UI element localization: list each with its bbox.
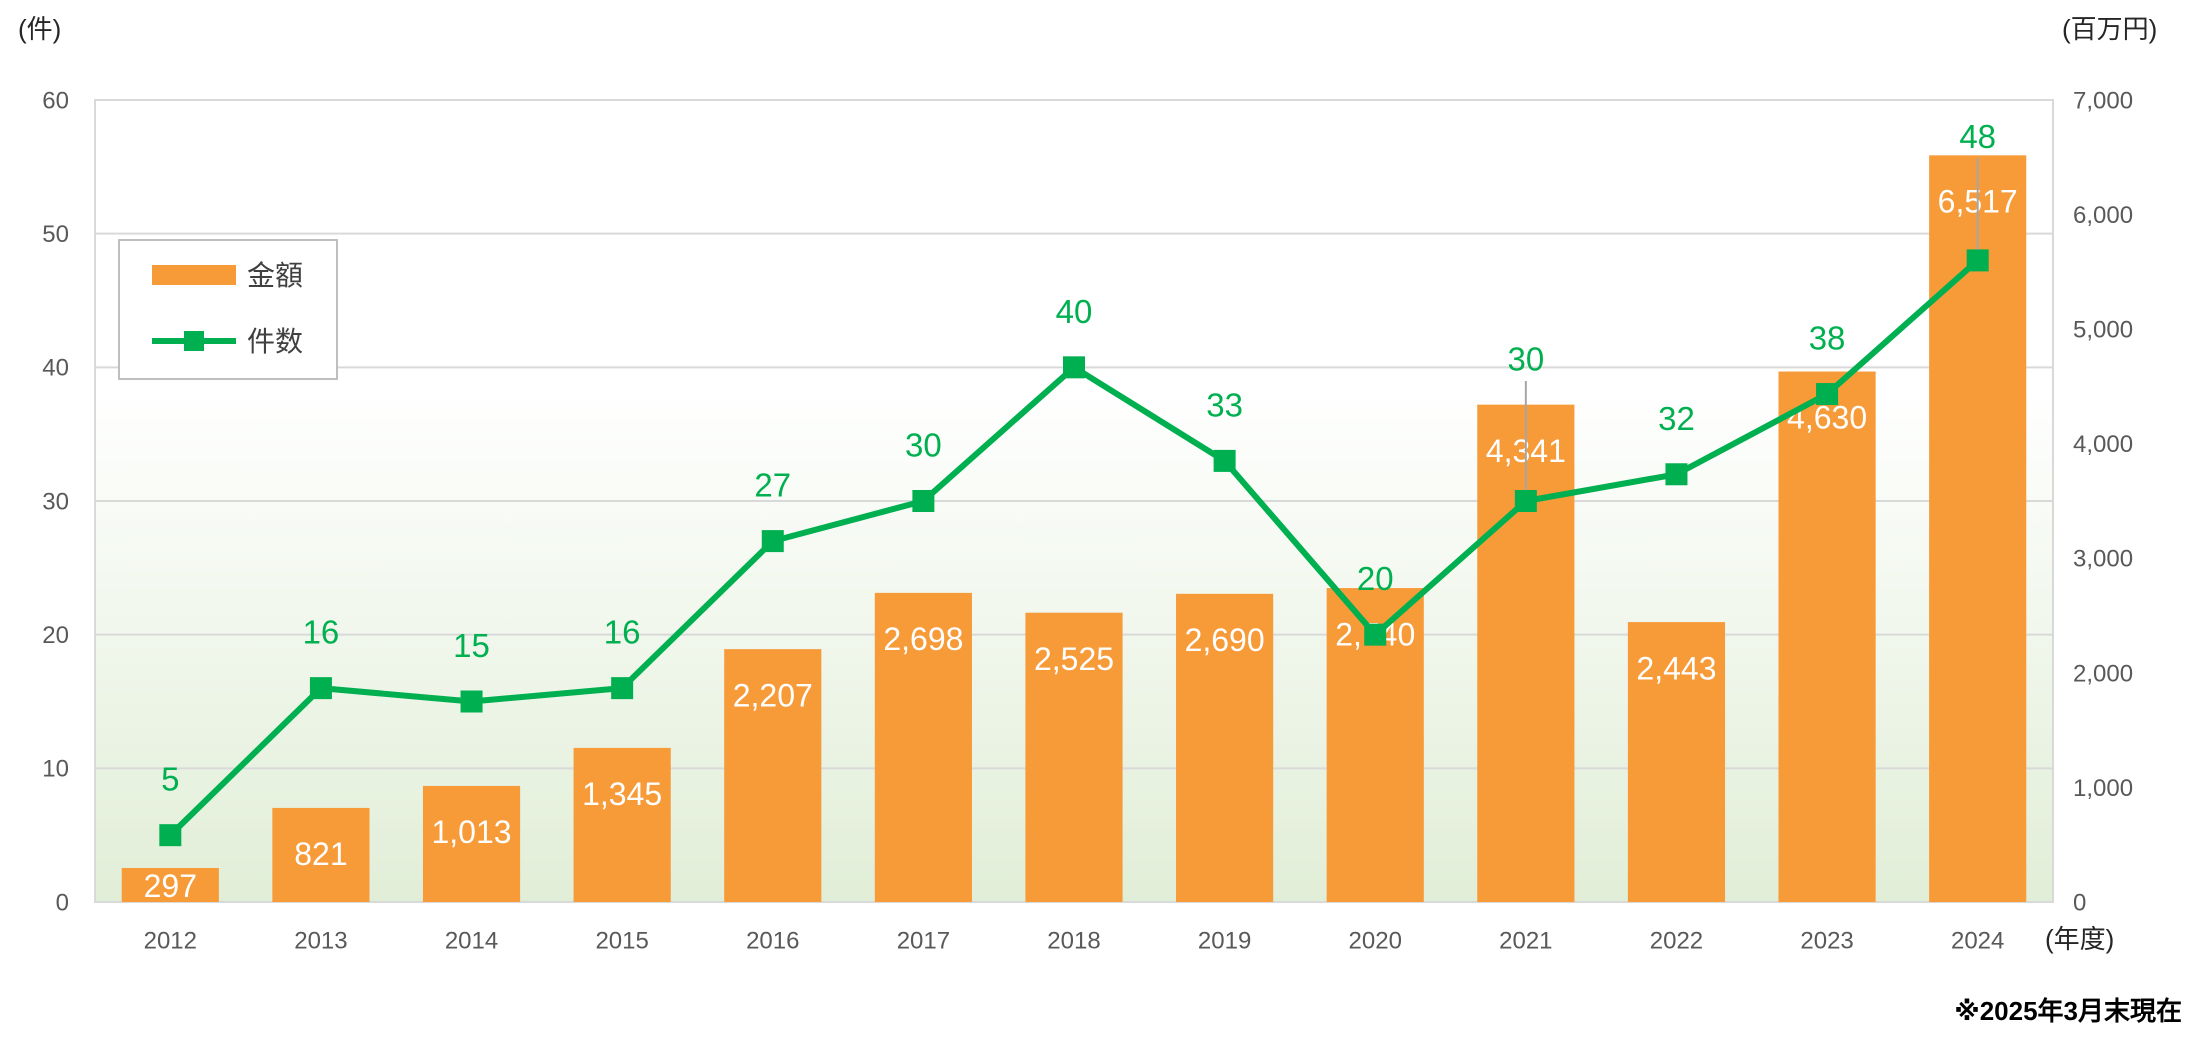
line-data-labels: 5 16 15 16 27 30 40 33 20 30 32 38 48 <box>161 118 1996 798</box>
x-tick-label-2021: 2021 <box>1499 927 1552 954</box>
bar-label-2022: 2,443 <box>1636 650 1716 686</box>
y-left-unit-label: (件) <box>18 14 61 44</box>
bar-series-amount <box>121 155 2027 902</box>
bar-label-2018: 2,525 <box>1034 641 1114 677</box>
line-point-2017 <box>912 490 935 512</box>
x-axis-labels: 2012 2013 2014 2015 2016 2017 2018 2019 2020 2021… <box>144 927 2005 954</box>
x-tick-label-2016: 2016 <box>746 927 799 954</box>
y-left-tick-label-20: 20 <box>42 622 69 649</box>
line-point-2015 <box>611 677 634 700</box>
y-right-tick-label-0: 0 <box>2073 889 2086 916</box>
line-label-2024: 48 <box>1959 118 1996 155</box>
line-label-2023: 38 <box>1809 320 1846 357</box>
legend-swatch-count-marker <box>184 331 204 351</box>
line-point-2018 <box>1063 356 1085 379</box>
x-tick-label-2019: 2019 <box>1198 927 1251 954</box>
line-point-2024 <box>1966 249 1989 272</box>
line-point-2022 <box>1665 463 1688 486</box>
y-right-tick-label-2000: 2,000 <box>2073 660 2133 687</box>
x-tick-label-2013: 2013 <box>294 927 347 954</box>
y-left-tick-label-50: 50 <box>42 221 69 248</box>
line-label-2012: 5 <box>161 761 179 798</box>
bar-2018 <box>1025 612 1123 902</box>
bar-2023 <box>1778 371 1876 902</box>
line-label-2014: 15 <box>453 627 490 664</box>
line-label-2019: 33 <box>1206 386 1243 423</box>
bar-2016 <box>724 649 822 902</box>
x-tick-label-2023: 2023 <box>1800 927 1853 954</box>
label-leader-lines <box>1524 158 1979 501</box>
x-tick-label-2014: 2014 <box>445 927 498 954</box>
line-label-2017: 30 <box>905 427 942 464</box>
line-point-2014 <box>460 690 483 713</box>
bar-2014 <box>422 785 521 902</box>
line-point-2012 <box>159 824 182 847</box>
line-label-2016: 27 <box>754 467 791 504</box>
x-tick-label-2022: 2022 <box>1650 927 1703 954</box>
line-label-2022: 32 <box>1658 400 1695 437</box>
bar-label-2012: 297 <box>144 868 197 904</box>
bar-label-2019: 2,690 <box>1185 622 1265 658</box>
bar-label-2014: 1,013 <box>431 814 511 850</box>
bar-label-2015: 1,345 <box>582 776 662 812</box>
y-left-tick-label-40: 40 <box>42 355 69 382</box>
y-right-tick-label-1000: 1,000 <box>2073 775 2133 802</box>
line-point-2020 <box>1364 623 1387 646</box>
x-tick-label-2017: 2017 <box>897 927 950 954</box>
legend-box <box>118 239 338 380</box>
y-right-tick-label-7000: 7,000 <box>2073 87 2133 114</box>
bar-label-2023: 4,630 <box>1787 400 1867 436</box>
line-label-2020: 20 <box>1357 560 1394 597</box>
line-point-2021 <box>1514 490 1537 512</box>
bar-2022 <box>1627 622 1726 902</box>
legend-label-count: 件数 <box>247 326 303 357</box>
bar-label-2017: 2,698 <box>883 621 963 657</box>
x-unit-label: (年度) <box>2045 924 2114 954</box>
legend: 金額 件数 <box>118 239 338 380</box>
line-point-2023 <box>1816 383 1839 406</box>
line-point-2013 <box>309 677 332 700</box>
bar-2017 <box>874 592 972 902</box>
y-left-tick-label-0: 0 <box>56 889 69 916</box>
line-point-2019 <box>1213 449 1236 472</box>
y-right-unit-label: (百万円) <box>2062 14 2157 44</box>
bar-2013 <box>272 807 370 902</box>
line-label-2013: 16 <box>303 614 340 651</box>
y-right-tick-label-4000: 4,000 <box>2073 431 2133 458</box>
y-right-tick-label-5000: 5,000 <box>2073 317 2133 344</box>
line-series-count <box>159 249 1989 847</box>
x-tick-label-2024: 2024 <box>1951 927 2004 954</box>
line-label-2018: 40 <box>1056 293 1093 330</box>
line-label-2021: 30 <box>1507 341 1544 378</box>
x-tick-label-2012: 2012 <box>144 927 197 954</box>
legend-swatch-amount <box>152 265 236 285</box>
bar-label-2016: 2,207 <box>733 677 813 713</box>
bar-2024 <box>1929 155 2027 902</box>
bar-2015 <box>573 747 671 902</box>
legend-label-amount: 金額 <box>247 260 303 291</box>
y-left-tick-label-30: 30 <box>42 488 69 515</box>
bar-2019 <box>1176 593 1274 902</box>
bar-label-2013: 821 <box>294 836 347 872</box>
y-left-axis-labels: 0 10 20 30 40 50 60 <box>42 87 69 916</box>
y-right-tick-label-6000: 6,000 <box>2073 202 2133 229</box>
x-tick-label-2020: 2020 <box>1349 927 1402 954</box>
line-label-2015: 16 <box>604 614 641 651</box>
y-right-tick-label-3000: 3,000 <box>2073 546 2133 573</box>
bar-2012 <box>121 867 219 902</box>
line-point-2016 <box>761 530 784 553</box>
y-left-tick-label-60: 60 <box>42 87 69 114</box>
x-tick-label-2018: 2018 <box>1047 927 1100 954</box>
y-left-tick-label-10: 10 <box>42 756 69 783</box>
x-tick-label-2015: 2015 <box>595 927 648 954</box>
y-right-axis-labels: 0 1,000 2,000 3,000 4,000 5,000 6,000 7,000 <box>2073 87 2133 916</box>
as-of-note: ※2025年3月末現在 <box>1954 996 2182 1026</box>
